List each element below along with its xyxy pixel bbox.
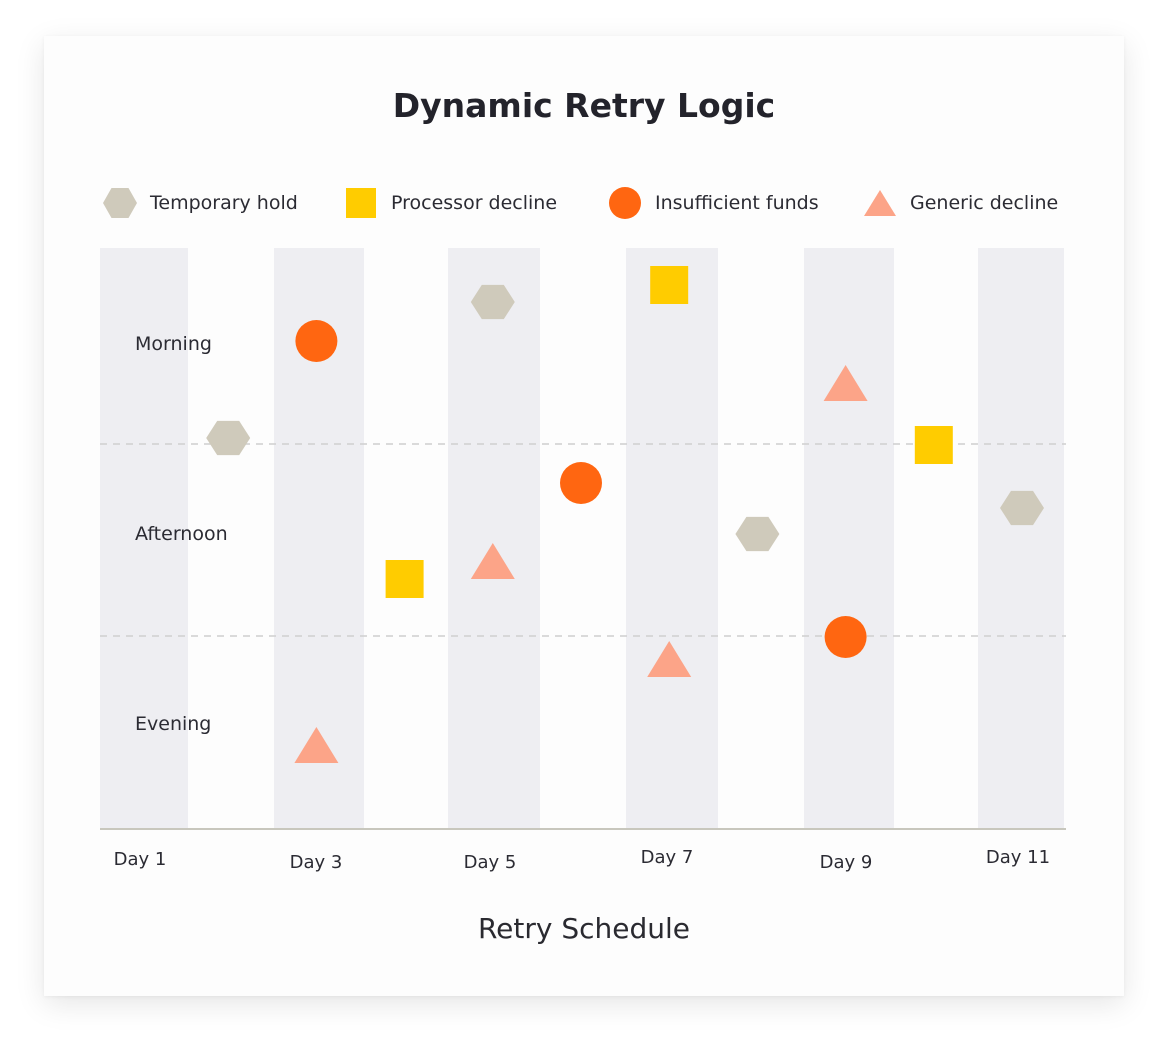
point-temporary-hold [1000, 490, 1044, 526]
y-category-label: Evening [135, 713, 211, 735]
point-insufficient-funds [824, 616, 867, 658]
day-band-7 [626, 248, 718, 828]
x-tick-label: Day 1 [114, 849, 167, 870]
day-band-11 [978, 248, 1064, 828]
day-band-1 [100, 248, 188, 828]
x-tick-label: Day 5 [464, 852, 517, 873]
legend-label: Temporary hold [150, 192, 298, 214]
point-processor-decline [914, 426, 953, 464]
point-insufficient-funds [295, 320, 338, 362]
x-tick-label: Day 3 [290, 852, 343, 873]
y-category-label: Morning [135, 333, 212, 355]
day-band-5 [448, 248, 540, 828]
chart-title: Dynamic Retry Logic [392, 86, 776, 125]
point-temporary-hold [735, 516, 780, 552]
y-category-label: Afternoon [135, 523, 228, 545]
legend-item-generic-decline: Generic decline [862, 186, 1058, 220]
point-generic-decline [647, 641, 692, 677]
legend-item-insufficient-funds: Insufficient funds [607, 186, 819, 220]
legend-item-processor-decline: Processor decline [343, 186, 557, 220]
square-icon [346, 188, 376, 218]
legend-swatch-hexagon [103, 188, 137, 218]
point-insufficient-funds [560, 462, 602, 504]
circle-icon [609, 187, 641, 219]
point-generic-decline [294, 727, 339, 763]
point-temporary-hold [470, 284, 515, 320]
legend-swatch-circle [609, 187, 641, 219]
legend-label: Processor decline [391, 192, 558, 214]
x-tick-label: Day 9 [820, 852, 873, 873]
point-processor-decline [650, 266, 689, 304]
point-processor-decline [385, 560, 424, 598]
point-temporary-hold [206, 420, 251, 456]
x-axis-label: Retry Schedule [477, 912, 691, 945]
x-tick-label: Day 7 [641, 847, 694, 868]
day-band-9 [804, 248, 894, 828]
legend-label: Generic decline [910, 192, 1059, 214]
point-generic-decline [823, 365, 868, 401]
hexagon-icon [103, 188, 137, 218]
legend-item-temporary-hold: Temporary hold [102, 186, 298, 220]
x-tick-label: Day 11 [986, 847, 1050, 868]
legend-swatch-square [346, 188, 376, 218]
chart-card [44, 36, 1124, 996]
legend-swatch-triangle [864, 190, 896, 216]
triangle-icon [864, 190, 896, 216]
legend-label: Insufficient funds [655, 192, 819, 214]
point-generic-decline [470, 543, 515, 579]
